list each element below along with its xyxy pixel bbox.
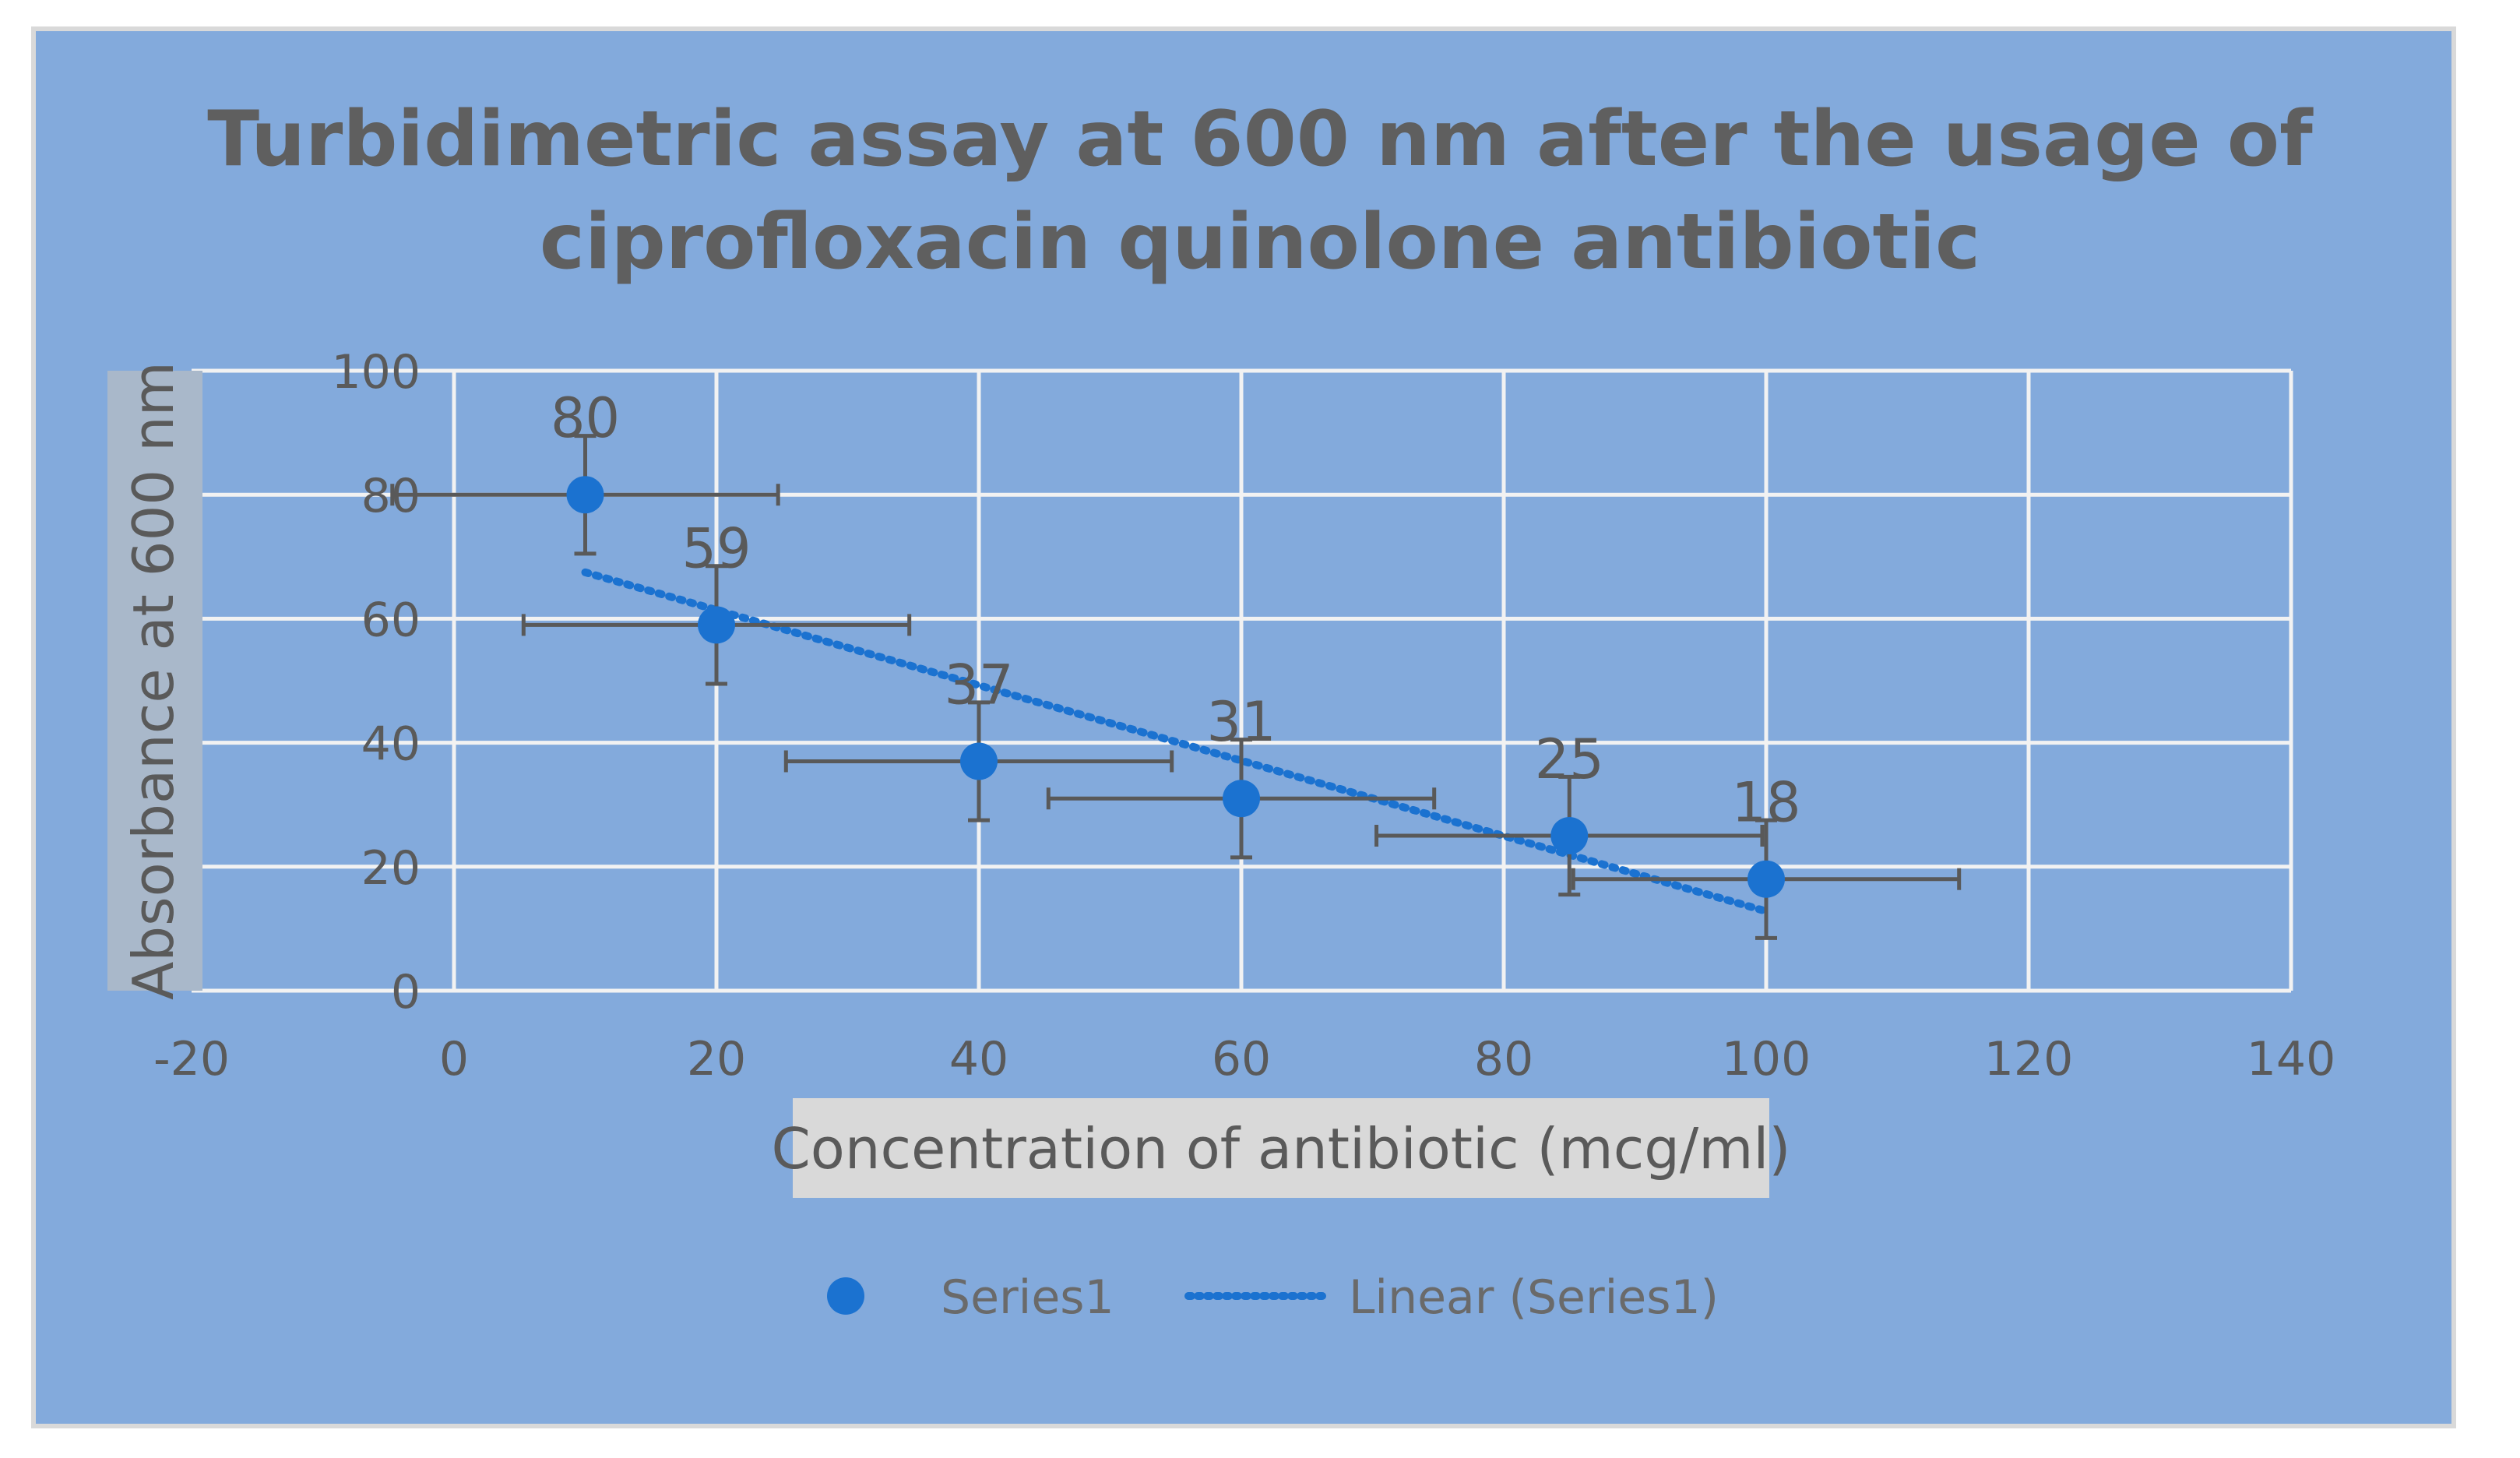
- data-point: [698, 606, 735, 644]
- data-label: 18: [1731, 771, 1800, 835]
- x-tick-label: 20: [687, 1032, 746, 1086]
- x-tick-label: 0: [439, 1032, 469, 1086]
- data-point: [960, 742, 998, 780]
- chart-title-line-2: ciprofloxacin quinolone antibiotic: [540, 198, 1980, 287]
- legend: Series1 Linear (Series1): [827, 1270, 1719, 1325]
- chart-frame: Turbidimetric assay at 600 nm after the …: [31, 26, 2456, 1428]
- y-tick-label: 40: [361, 717, 421, 772]
- legend-item-trendline: Linear (Series1): [1184, 1270, 1719, 1325]
- y-axis-title-text: Absorbance at 600 nm: [121, 361, 186, 1000]
- x-tick-label: 120: [1984, 1032, 2074, 1086]
- y-tick-label: 20: [361, 841, 421, 896]
- x-axis-title-box: [793, 1098, 1769, 1198]
- error-bars: [390, 434, 1962, 940]
- data-point: [1747, 860, 1785, 898]
- x-tick-label: 80: [1474, 1032, 1533, 1086]
- data-labels: 80 59 37 31 25 18: [551, 386, 1801, 835]
- data-points: [566, 476, 1785, 898]
- y-axis-title-box: [107, 371, 202, 991]
- data-point: [1223, 780, 1260, 818]
- legend-label-trendline: Linear (Series1): [1349, 1270, 1719, 1325]
- data-label: 59: [681, 516, 751, 580]
- data-label: 37: [944, 653, 1013, 717]
- data-label: 80: [551, 386, 620, 450]
- gridlines: [189, 368, 2293, 993]
- axis-tick-labels: -20 0 20 40 60 80 100 120 140 0 20 40 60 80 100: [153, 345, 2335, 1086]
- data-point: [566, 476, 604, 514]
- data-label: 25: [1535, 727, 1604, 791]
- x-tick-label: 40: [949, 1032, 1008, 1086]
- x-tick-label: 140: [2247, 1032, 2336, 1086]
- y-tick-label: 0: [391, 965, 421, 1020]
- chart-title-line-1: Turbidimetric assay at 600 nm after the …: [207, 95, 2314, 184]
- legend-item-series1: Series1: [827, 1270, 1114, 1325]
- y-tick-label: 60: [361, 593, 421, 647]
- legend-label-series1: Series1: [941, 1270, 1114, 1325]
- x-axis-title-text: Concentration of antibiotic (mcg/ml): [772, 1116, 1791, 1182]
- y-tick-label: 100: [331, 345, 421, 400]
- x-tick-label: 100: [1722, 1032, 1811, 1086]
- data-point: [1550, 817, 1589, 854]
- data-label: 31: [1206, 690, 1276, 754]
- scatter-chart: Turbidimetric assay at 600 nm after the …: [107, 95, 2335, 1325]
- x-tick-label: 60: [1212, 1032, 1271, 1086]
- x-tick-label: -20: [153, 1032, 230, 1086]
- chart-title: Turbidimetric assay at 600 nm after the …: [207, 95, 2314, 287]
- x-axis-title: Concentration of antibiotic (mcg/ml): [772, 1098, 1791, 1198]
- legend-marker-icon: [827, 1277, 864, 1315]
- y-axis-title: Absorbance at 600 nm: [107, 361, 202, 1000]
